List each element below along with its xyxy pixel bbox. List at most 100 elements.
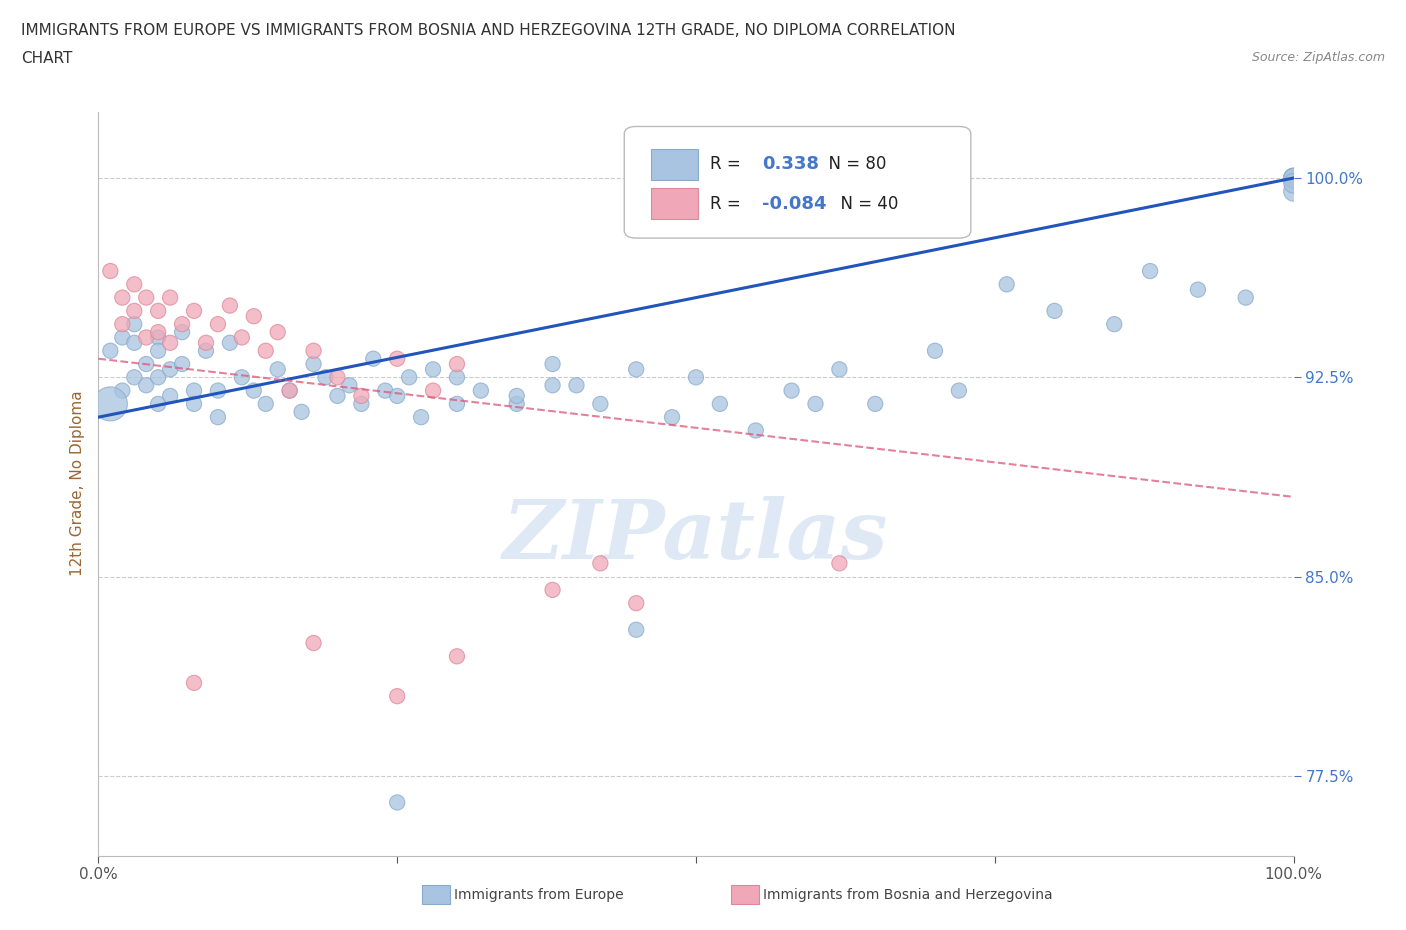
Point (111, 290, 134, 305)
Point (350, 396, 373, 411)
Point (124, 336, 146, 351)
Point (254, 396, 277, 411)
Point (422, 383, 444, 398)
Point (148, 396, 170, 411)
Point (541, 378, 564, 392)
Point (159, 389, 181, 404)
Point (148, 303, 170, 318)
Point (111, 330, 134, 345)
Point (661, 410, 683, 425)
FancyBboxPatch shape (624, 126, 972, 238)
Point (506, 389, 529, 404)
Point (183, 383, 205, 398)
Point (339, 378, 361, 392)
Point (267, 362, 290, 377)
Point (326, 389, 349, 404)
Text: CHART: CHART (21, 51, 73, 66)
Y-axis label: 12th Grade, No Diploma: 12th Grade, No Diploma (69, 391, 84, 577)
Point (111, 317, 134, 332)
Point (865, 396, 887, 411)
Point (1282, 170, 1305, 185)
Point (470, 383, 492, 398)
Point (148, 330, 170, 345)
Point (411, 410, 433, 425)
Text: Source: ZipAtlas.com: Source: ZipAtlas.com (1251, 51, 1385, 64)
Point (148, 325, 170, 339)
Point (159, 336, 181, 351)
Point (385, 689, 409, 704)
Point (626, 362, 648, 377)
Point (231, 370, 253, 385)
Point (541, 582, 564, 597)
Point (124, 317, 146, 332)
Point (924, 343, 946, 358)
Point (219, 299, 242, 313)
Point (685, 370, 707, 385)
Text: R =: R = (710, 155, 747, 173)
Text: R =: R = (710, 195, 747, 213)
Point (446, 356, 468, 371)
Point (315, 370, 337, 385)
Point (207, 383, 229, 398)
Point (124, 303, 146, 318)
Text: ZIPatlas: ZIPatlas (503, 496, 889, 576)
Point (948, 383, 970, 398)
Point (1139, 263, 1161, 278)
Point (626, 622, 648, 637)
Bar (651, 149, 699, 180)
Point (172, 317, 194, 332)
Point (506, 396, 529, 411)
Text: N = 40: N = 40 (830, 195, 898, 213)
Point (183, 303, 205, 318)
Point (135, 330, 157, 345)
Point (111, 383, 134, 398)
Point (326, 370, 349, 385)
Point (124, 370, 146, 385)
Point (1234, 290, 1257, 305)
Point (398, 370, 420, 385)
Point (541, 356, 564, 371)
Text: 0.338: 0.338 (762, 155, 818, 173)
Point (183, 675, 205, 690)
Point (135, 290, 157, 305)
Point (374, 383, 396, 398)
Point (1187, 282, 1209, 297)
Point (231, 330, 253, 345)
Point (565, 378, 588, 392)
Text: Immigrants from Europe: Immigrants from Europe (454, 887, 624, 902)
Point (98, 263, 122, 278)
Point (589, 396, 612, 411)
Point (135, 378, 157, 392)
Point (124, 277, 146, 292)
Point (207, 317, 229, 332)
Point (422, 362, 444, 377)
Point (207, 410, 229, 425)
Point (267, 325, 290, 339)
Point (745, 423, 768, 438)
Point (1282, 184, 1305, 199)
Text: N = 80: N = 80 (818, 155, 886, 173)
Point (195, 336, 218, 351)
Point (183, 396, 205, 411)
Point (172, 325, 194, 339)
Point (302, 356, 325, 371)
Point (828, 362, 851, 377)
Point (254, 343, 277, 358)
Point (626, 596, 648, 611)
Point (1282, 176, 1305, 191)
Point (709, 396, 731, 411)
Bar (651, 188, 699, 219)
Point (278, 383, 301, 398)
Point (804, 396, 827, 411)
Point (172, 356, 194, 371)
Point (385, 795, 409, 810)
Point (98, 396, 122, 411)
Point (1282, 170, 1305, 185)
Point (291, 405, 314, 419)
Point (135, 356, 157, 371)
Point (195, 343, 218, 358)
Point (589, 556, 612, 571)
Point (780, 383, 803, 398)
Point (1104, 317, 1126, 332)
Point (302, 343, 325, 358)
